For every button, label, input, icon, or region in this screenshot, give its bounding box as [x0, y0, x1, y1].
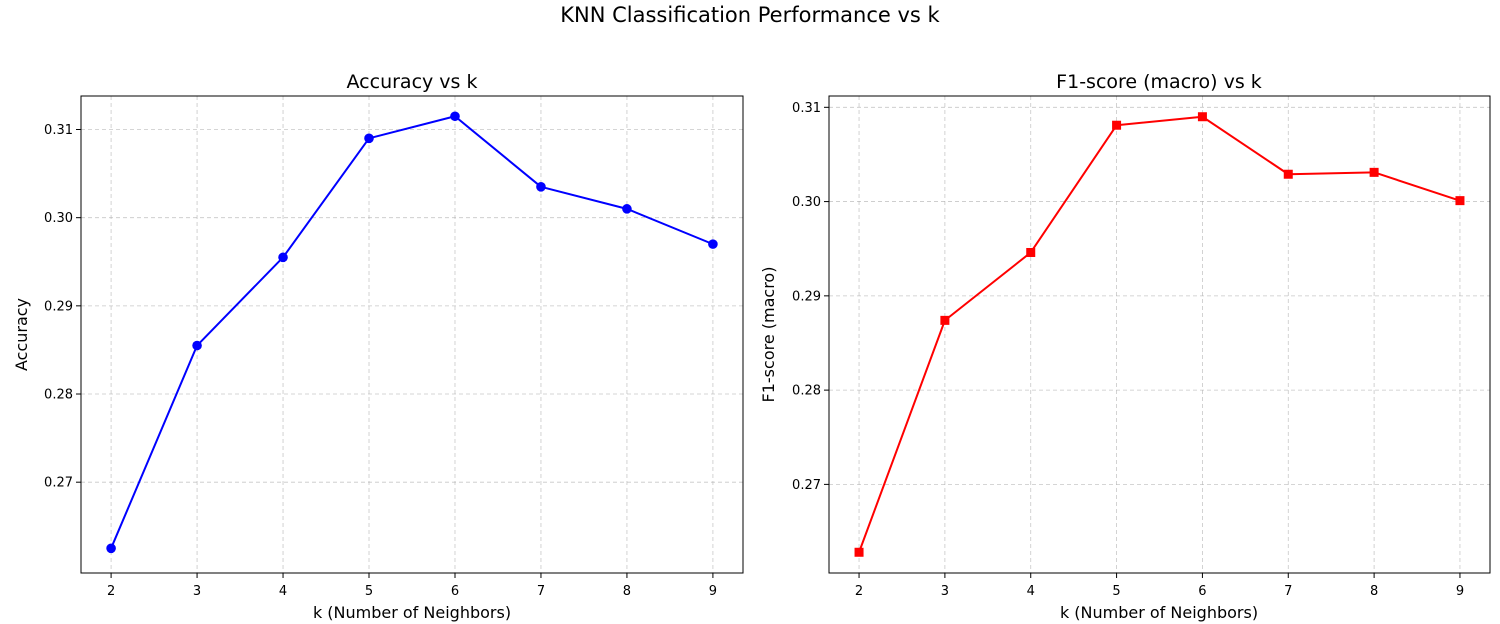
accuracy-xtick-label: 8	[623, 584, 631, 599]
accuracy-data-point	[192, 340, 202, 351]
f1-data-point	[1112, 120, 1122, 130]
accuracy-chart-ylabel: Accuracy	[12, 298, 31, 371]
f1-data-point	[1369, 167, 1379, 177]
f1-ytick-label: 0.28	[792, 384, 821, 399]
f1-data-point	[1026, 247, 1036, 257]
accuracy-data-point	[278, 252, 288, 263]
accuracy-xtick-label: 3	[193, 584, 201, 599]
f1-xtick-label: 6	[1198, 584, 1206, 599]
f1-chart-title: F1-score (macro) vs k	[1056, 71, 1262, 93]
accuracy-xtick-label: 6	[451, 584, 459, 599]
f1-xtick-label: 9	[1456, 584, 1464, 599]
accuracy-ytick-label: 0.31	[44, 123, 73, 138]
accuracy-chart-frame	[80, 95, 744, 574]
accuracy-series-line	[110, 115, 714, 549]
accuracy-chart-xlabel: k (Number of Neighbors)	[313, 603, 511, 622]
f1-ytick-label: 0.31	[792, 101, 821, 116]
accuracy-xtick-label: 9	[709, 584, 717, 599]
accuracy-data-point	[536, 182, 546, 192]
f1-ytick-label: 0.30	[792, 195, 821, 210]
f1-data-point	[1455, 196, 1465, 206]
f1-chart-frame	[828, 95, 1491, 574]
accuracy-ytick-label: 0.27	[44, 476, 73, 491]
f1-xtick-label: 5	[1112, 584, 1120, 599]
accuracy-chart-title: Accuracy vs k	[347, 71, 478, 93]
f1-ytick-label: 0.27	[792, 478, 821, 493]
accuracy-data-point	[106, 543, 116, 554]
f1-chart-xlabel: k (Number of Neighbors)	[1060, 603, 1258, 622]
f1-data-point	[854, 547, 864, 557]
f1-xtick-label: 3	[941, 584, 949, 599]
accuracy-data-point	[450, 111, 460, 122]
f1-xtick-label: 4	[1027, 584, 1035, 599]
accuracy-xtick-label: 5	[365, 584, 373, 599]
accuracy-data-point	[364, 133, 374, 144]
accuracy-xtick-label: 2	[107, 584, 115, 599]
f1-chart: F1-score (macro) vs k 2 3 4 5 6 7 8 9 0.27 0.28 0.…	[759, 71, 1491, 622]
f1-xtick-label: 2	[855, 584, 863, 599]
accuracy-data-point	[622, 204, 632, 214]
f1-data-point	[1197, 112, 1207, 122]
accuracy-ytick-label: 0.28	[44, 388, 73, 403]
f1-chart-ylabel: F1-score (macro)	[759, 267, 778, 403]
figure-suptitle: KNN Classification Performance vs k	[560, 3, 940, 27]
accuracy-chart: Accuracy vs k 2 3 4 5 6 7 8 9 0.27 0.28 0.29 0.30 0.…	[12, 71, 744, 622]
f1-xtick-label: 8	[1370, 584, 1378, 599]
f1-data-point	[940, 315, 950, 325]
accuracy-xtick-label: 7	[537, 584, 545, 599]
f1-xtick-label: 7	[1284, 584, 1292, 599]
f1-ytick-label: 0.29	[792, 289, 821, 304]
f1-data-point	[1283, 169, 1293, 179]
accuracy-data-point	[708, 239, 718, 249]
accuracy-ytick-label: 0.30	[44, 211, 73, 226]
accuracy-xtick-label: 4	[279, 584, 287, 599]
accuracy-ytick-label: 0.29	[44, 299, 73, 314]
f1-series-line	[858, 115, 1461, 553]
